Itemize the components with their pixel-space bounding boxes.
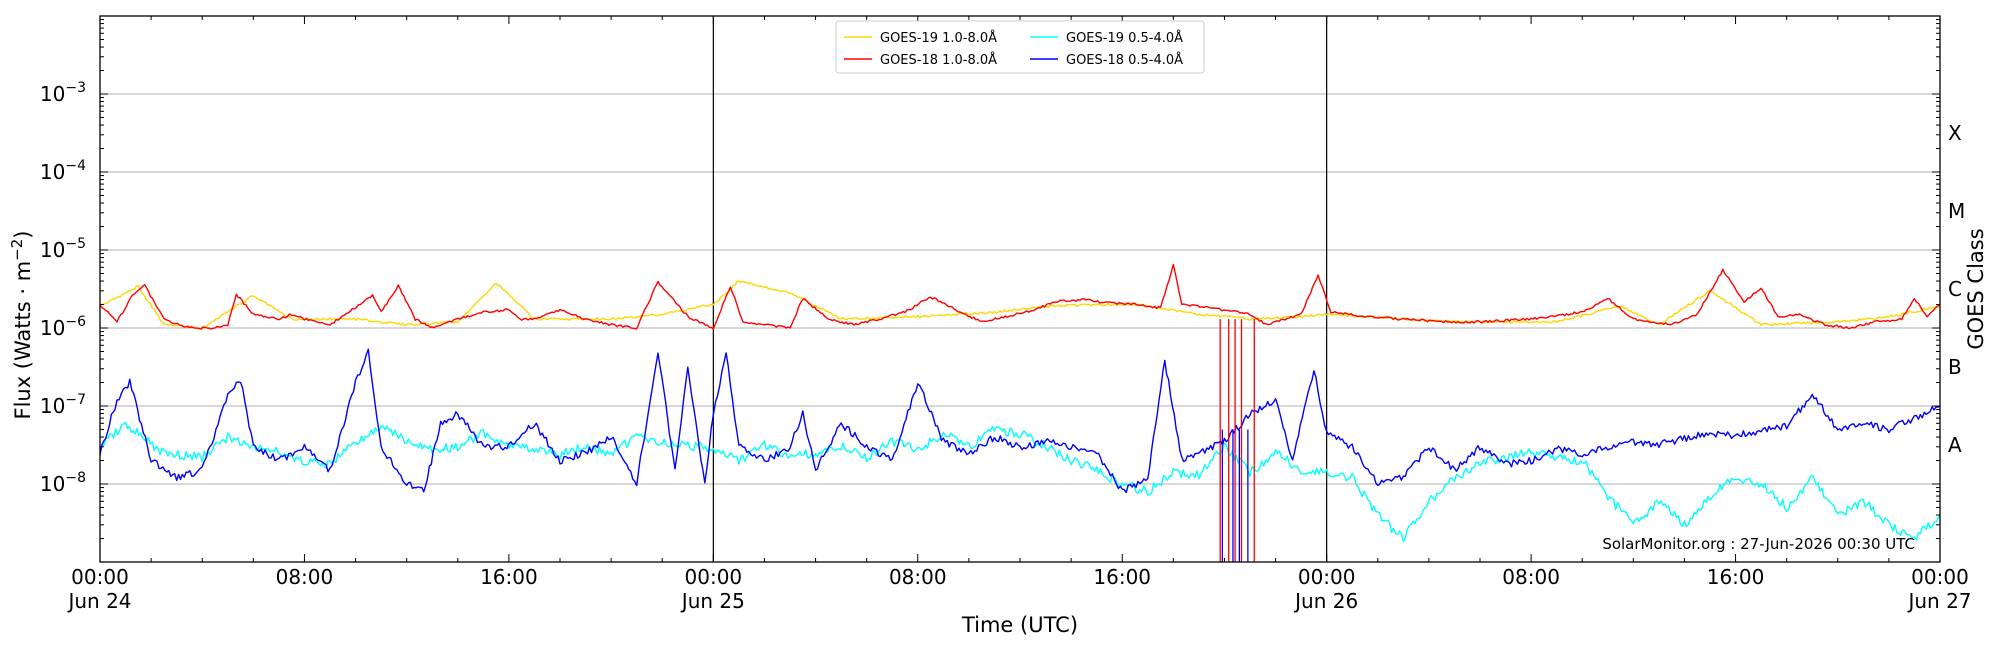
goes-class-label: A: [1948, 433, 1962, 457]
series-lines: [99, 263, 1941, 562]
x-tick-label: 08:00: [1502, 565, 1560, 589]
x-tick-label: 08:00: [276, 565, 334, 589]
y-tick-label: 10−4: [40, 158, 86, 184]
x-tick-date-label: Jun 25: [680, 589, 745, 613]
y-tick-label: 10−8: [40, 470, 86, 496]
x-tick-label: 00:00: [1298, 565, 1356, 589]
x-tick-label: 16:00: [480, 565, 538, 589]
watermark: SolarMonitor.org : 27-Jun-2026 00:30 UTC: [1602, 535, 1915, 553]
legend-label-goes19-short: GOES-19 0.5-4.0Å: [1066, 30, 1183, 46]
series-goes19-long: [99, 280, 1941, 330]
y-tick-label: 10−5: [40, 236, 86, 262]
goes-class-label: B: [1948, 355, 1962, 379]
x-tick-label: 00:00: [71, 565, 129, 589]
series-goes18-short: [99, 348, 1941, 494]
y-tick-label: 10−7: [40, 392, 86, 418]
x-tick-date-label: Jun 24: [66, 589, 131, 613]
x-tick-label: 16:00: [1707, 565, 1765, 589]
legend-label-goes19-long: GOES-19 1.0-8.0Å: [880, 30, 997, 46]
legend-label-goes18-short: GOES-18 0.5-4.0Å: [1066, 52, 1183, 68]
x-tick-label: 00:00: [1911, 565, 1969, 589]
y-axis-title: Flux (Watts · m−2): [8, 230, 35, 419]
legend-label-goes18-long: GOES-18 1.0-8.0Å: [880, 52, 997, 68]
legend: GOES-19 1.0-8.0Å GOES-18 1.0-8.0Å GOES-1…: [835, 20, 1205, 74]
series-goes18-long: [99, 263, 1941, 330]
x-tick-date-label: Jun 26: [1293, 589, 1358, 613]
x-axis-title: Time (UTC): [961, 613, 1078, 637]
goes-class-label: X: [1948, 121, 1962, 145]
grid-lines: [100, 93, 1940, 485]
x-tick-label: 16:00: [1093, 565, 1151, 589]
series-goes19-short: [99, 421, 1941, 543]
x-tick-label: 08:00: [889, 565, 947, 589]
x-tick-date-label: Jun 27: [1906, 589, 1971, 613]
goes-class-label: C: [1948, 277, 1962, 301]
y-tick-label: 10−6: [40, 314, 86, 340]
y2-axis-title: GOES Class: [1964, 228, 1988, 349]
x-tick-label: 00:00: [685, 565, 743, 589]
y-tick-label: 10−3: [40, 80, 86, 106]
legend-box: [835, 20, 1205, 74]
goes-class-label: M: [1948, 199, 1965, 223]
